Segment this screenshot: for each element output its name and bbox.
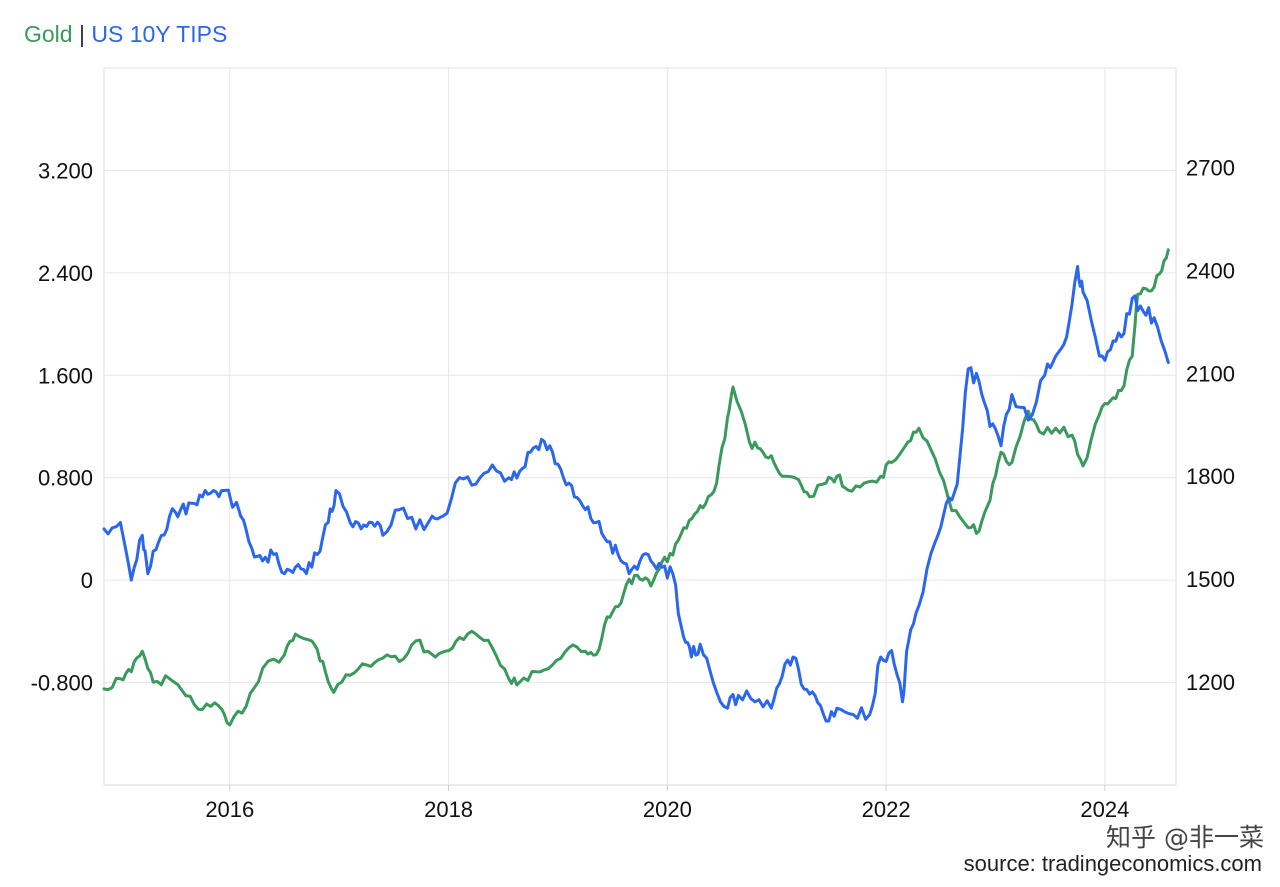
right-tick-label: 2700 [1186,155,1235,180]
grid-layer [103,67,1177,786]
right-tick-label: 2400 [1186,258,1235,283]
right-tick-label: 1200 [1186,670,1235,695]
left-tick-label: 3.200 [38,158,93,183]
left-tick-label: 1.600 [38,363,93,388]
x-tick-label: 2016 [205,797,254,822]
chart-legend: Gold | US 10Y TIPS [24,19,227,49]
x-axis: 2016 2018 2020 2022 2024 [205,785,1129,822]
right-tick-label: 1500 [1186,567,1235,592]
legend-separator: | [72,21,92,47]
left-tick-label: 0 [81,568,93,593]
left-tick-label: -0.800 [31,671,93,696]
right-axis: 2700 2400 2100 1800 1500 1200 [1186,155,1235,695]
source-note: source: tradingeconomics.com [963,851,1262,876]
left-tick-label: 2.400 [38,261,93,286]
right-tick-label: 1800 [1186,464,1235,489]
right-tick-label: 2100 [1186,361,1235,386]
left-tick-label: 0.800 [38,466,93,491]
legend-tips: US 10Y TIPS [91,21,228,47]
tips-series-line [102,265,1170,723]
gold-series-line [102,248,1170,727]
x-tick-label: 2018 [424,797,473,822]
series-layer [102,248,1170,727]
x-tick-label: 2020 [643,797,692,822]
x-tick-label: 2022 [862,797,911,822]
legend-gold: Gold [24,21,73,47]
x-tick-label: 2024 [1080,797,1129,822]
left-axis: 3.200 2.400 1.600 0.800 0 -0.800 [31,158,93,695]
watermark: 知乎 @非一菜 [1106,823,1264,852]
